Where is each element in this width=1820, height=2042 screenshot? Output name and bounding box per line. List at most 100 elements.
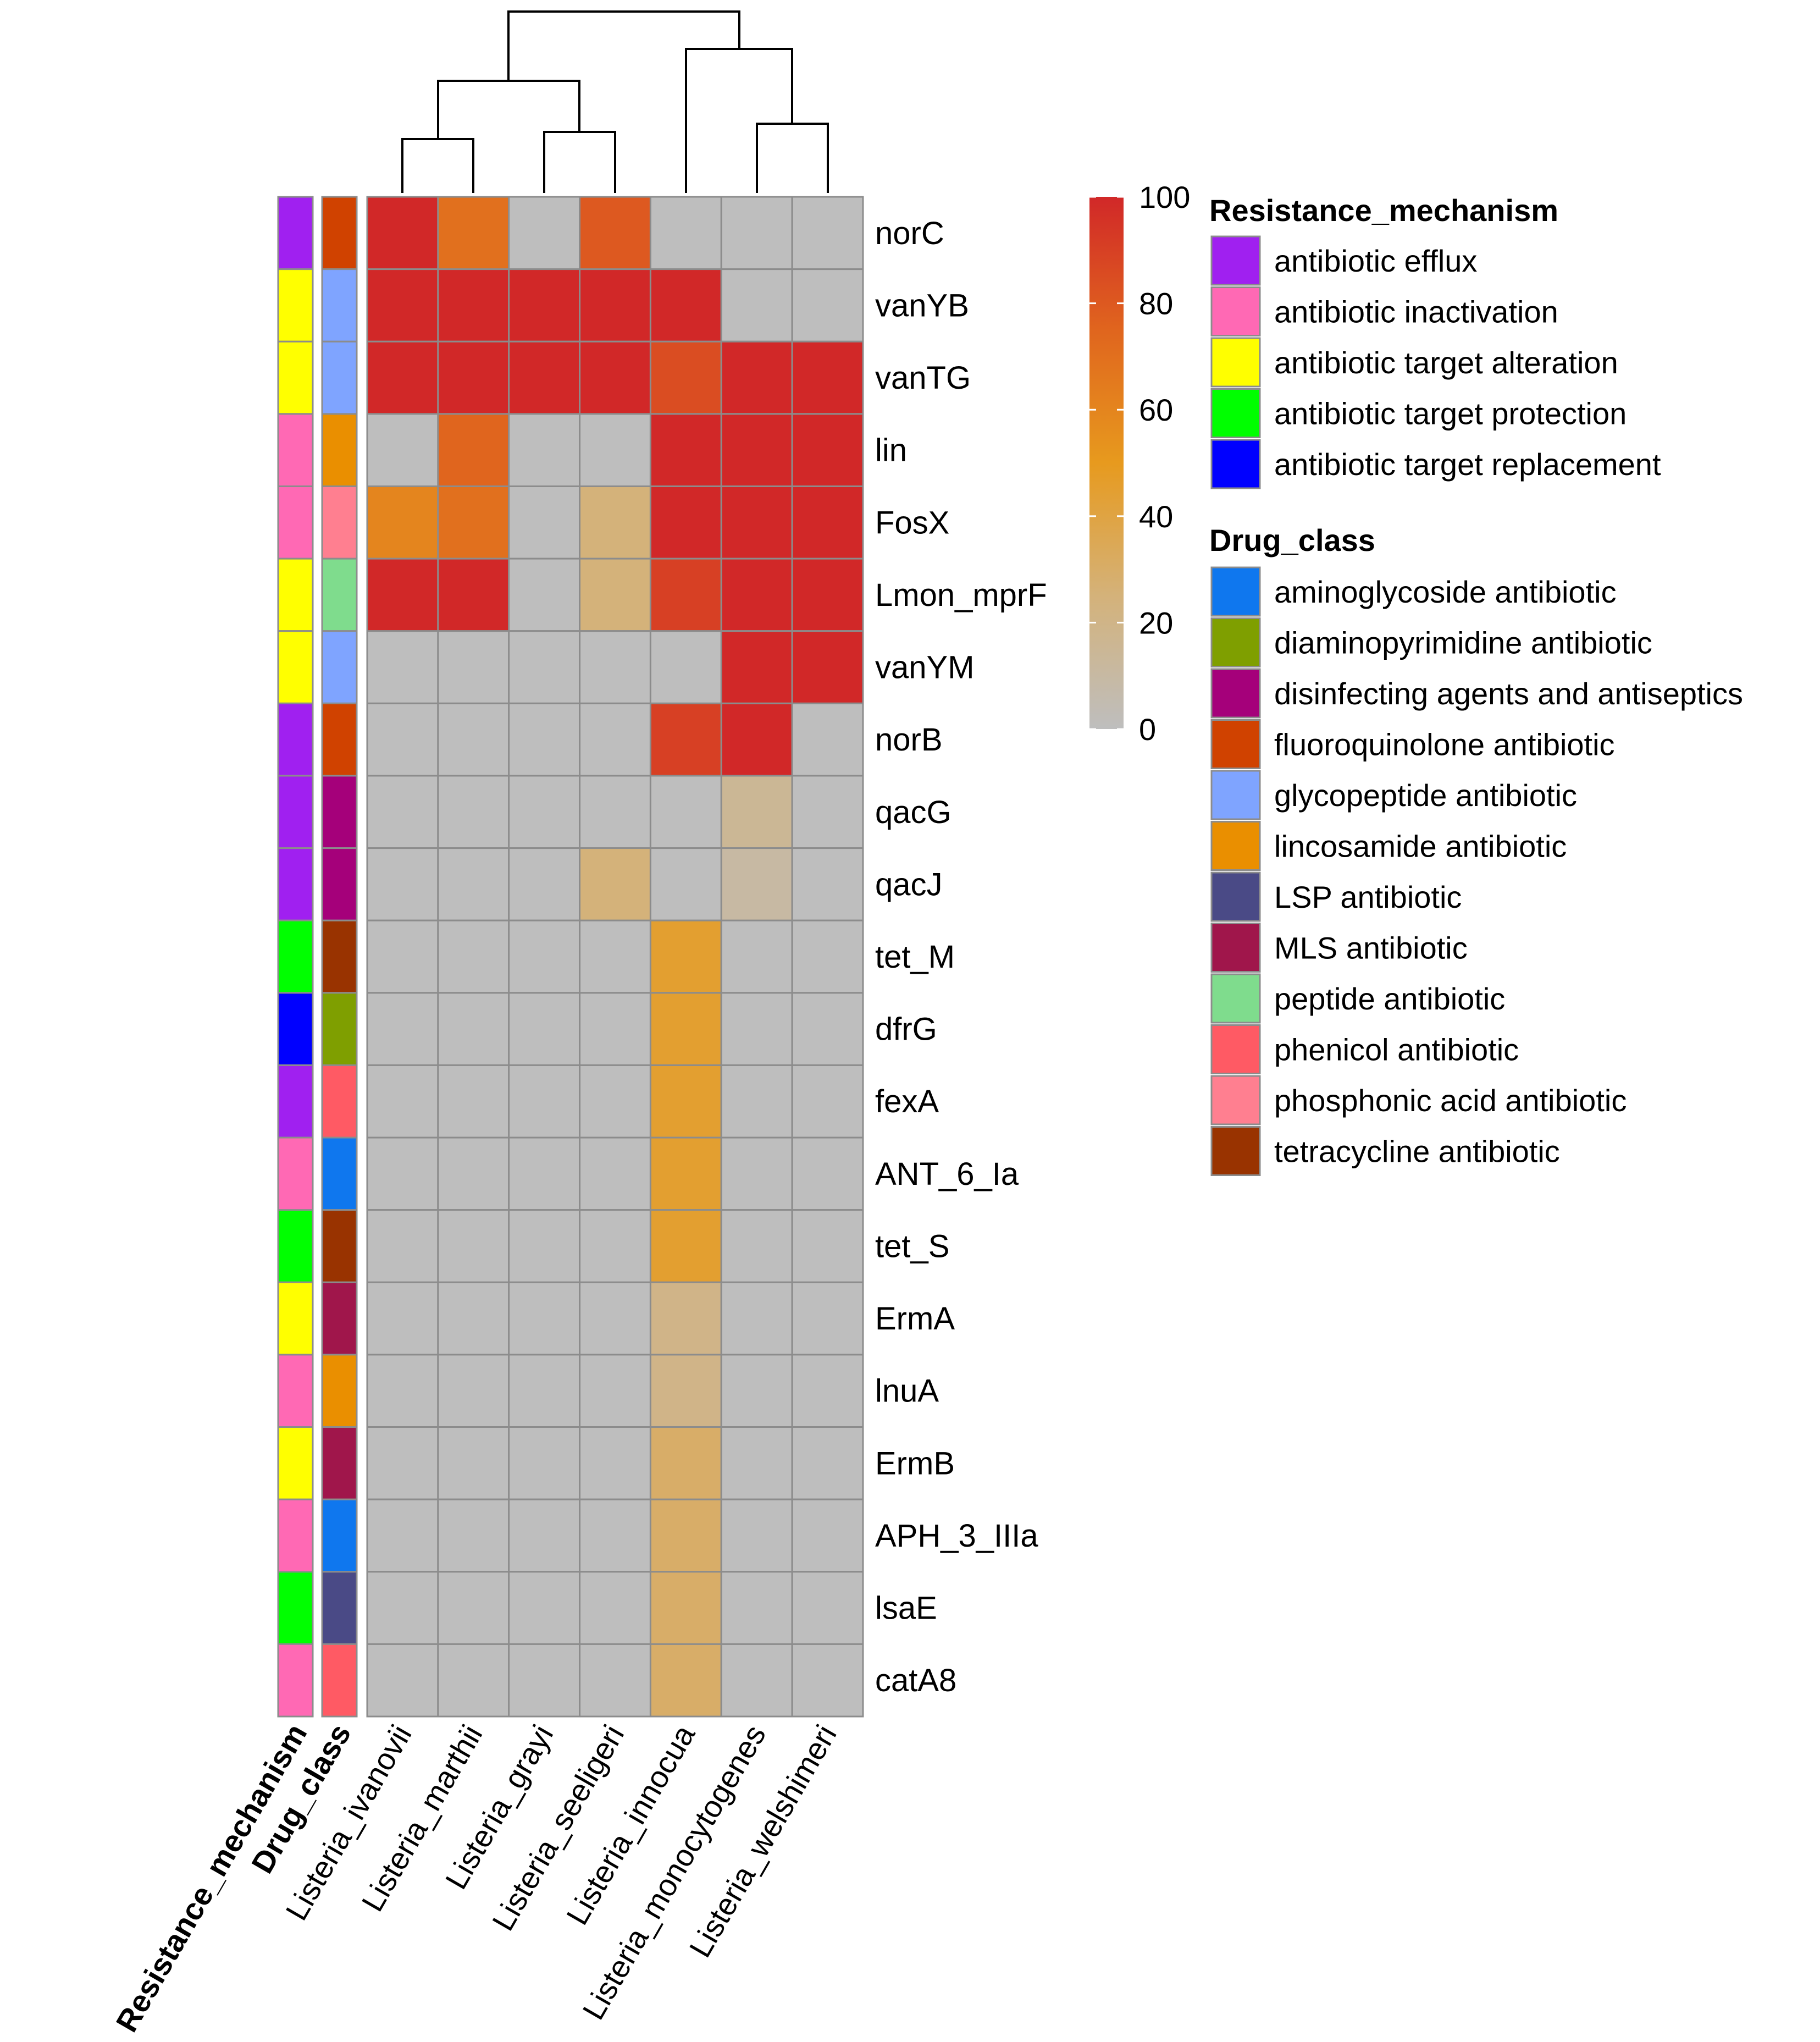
heat-cell bbox=[791, 1571, 864, 1645]
heat-cell bbox=[437, 1354, 510, 1428]
heat-cell bbox=[366, 485, 439, 560]
resistance-cell bbox=[277, 1136, 314, 1211]
drug-cell bbox=[321, 847, 358, 921]
resistance-cell bbox=[277, 847, 314, 921]
heat-cell bbox=[508, 1426, 581, 1500]
drug-cell bbox=[321, 630, 358, 704]
heat-cell bbox=[720, 1281, 793, 1356]
heat-cell bbox=[649, 702, 722, 777]
legend-resistance-item-swatch bbox=[1210, 439, 1261, 489]
resistance-frame bbox=[277, 196, 314, 1718]
heat-cell bbox=[366, 413, 439, 487]
legend-drug-item-swatch bbox=[1210, 719, 1261, 769]
heat-cell bbox=[366, 1209, 439, 1283]
drug-cell bbox=[321, 919, 358, 994]
heat-cell bbox=[649, 630, 722, 704]
color-bar: 100 80 60 40 20 0 bbox=[1089, 180, 1190, 747]
heat-cell bbox=[720, 413, 793, 487]
heat-cell bbox=[649, 1426, 722, 1500]
color-bar-tick-label: 60 bbox=[1139, 393, 1173, 427]
heat-cell bbox=[649, 1136, 722, 1211]
heat-cell bbox=[579, 1281, 651, 1356]
legend-drug-item-label: glycopeptide antibiotic bbox=[1274, 778, 1577, 813]
resistance-cell bbox=[277, 1498, 314, 1573]
heat-cell bbox=[791, 413, 864, 487]
heat-cell bbox=[366, 1136, 439, 1211]
resistance-cell bbox=[277, 1209, 314, 1283]
heat-cell bbox=[579, 1354, 651, 1428]
heat-cell bbox=[649, 340, 722, 415]
color-bar-tick-label: 20 bbox=[1139, 605, 1173, 640]
row-label: vanYB bbox=[875, 288, 969, 323]
resistance-cell bbox=[277, 558, 314, 632]
heat-cell bbox=[720, 702, 793, 777]
row-annotations bbox=[277, 196, 358, 1718]
color-bar-tick-label: 40 bbox=[1139, 499, 1173, 534]
heat-cell bbox=[791, 1354, 864, 1428]
color-bar-tick-label: 80 bbox=[1139, 286, 1173, 321]
heat-cell bbox=[437, 1571, 510, 1645]
heat-cell bbox=[437, 847, 510, 921]
heat-cell bbox=[579, 992, 651, 1066]
legend-drug-item-swatch bbox=[1210, 668, 1261, 719]
heat-cell bbox=[720, 1136, 793, 1211]
legend-drug-item-swatch bbox=[1210, 1075, 1261, 1125]
row-label: qacJ bbox=[875, 867, 943, 902]
legend-drug-item-label: diaminopyrimidine antibiotic bbox=[1274, 626, 1652, 660]
drug-cell bbox=[321, 1281, 358, 1356]
heat-cell bbox=[579, 268, 651, 343]
legend-drug-item-label: aminoglycoside antibiotic bbox=[1274, 575, 1617, 609]
legend-drug-item-label: peptide antibiotic bbox=[1274, 981, 1505, 1016]
resistance-cell bbox=[277, 775, 314, 849]
heat-cell bbox=[720, 847, 793, 921]
heat-cell bbox=[649, 1643, 722, 1718]
heat-cell bbox=[649, 1498, 722, 1573]
heat-cell bbox=[366, 558, 439, 632]
drug-frame bbox=[321, 196, 358, 1718]
legend-drug-item-label: tetracycline antibiotic bbox=[1274, 1134, 1560, 1169]
heat-cell bbox=[791, 919, 864, 994]
heat-cell bbox=[579, 919, 651, 994]
row-label: Lmon_mprF bbox=[875, 577, 1047, 613]
heat-cell bbox=[579, 702, 651, 777]
heat-cell bbox=[791, 196, 864, 271]
drug-cell bbox=[321, 1354, 358, 1428]
heat-cell bbox=[720, 1064, 793, 1139]
heat-cell bbox=[366, 630, 439, 704]
heat-cell bbox=[437, 775, 510, 849]
row-label: lnuA bbox=[875, 1373, 939, 1409]
legend-drug-item-swatch bbox=[1210, 1126, 1261, 1176]
row-label: ANT_6_Ia bbox=[875, 1156, 1019, 1192]
heat-cell bbox=[720, 268, 793, 343]
heat-cell bbox=[579, 1064, 651, 1139]
heat-cell bbox=[720, 485, 793, 560]
legend-drug-item-swatch bbox=[1210, 871, 1261, 922]
drug-cell bbox=[321, 1136, 358, 1211]
color-bar-ticks: 100 80 60 40 20 0 bbox=[1089, 180, 1190, 747]
row-label: dfrG bbox=[875, 1012, 937, 1047]
legend-drug-item-label: phosphonic acid antibiotic bbox=[1274, 1083, 1627, 1118]
drug-cell bbox=[321, 702, 358, 777]
legend-drug-item-swatch bbox=[1210, 1024, 1261, 1074]
heat-cell bbox=[579, 1498, 651, 1573]
dendrogram-branch bbox=[543, 131, 616, 193]
heat-cell bbox=[366, 1354, 439, 1428]
heat-cell bbox=[579, 1426, 651, 1500]
row-label: qacG bbox=[875, 794, 952, 830]
heat-cell bbox=[508, 196, 581, 271]
heat-cell bbox=[437, 413, 510, 487]
heat-cell bbox=[437, 1136, 510, 1211]
heat-cell bbox=[508, 413, 581, 487]
heat-cell bbox=[508, 1643, 581, 1718]
heat-cell bbox=[437, 919, 510, 994]
legend-drug: Drug_class aminoglycoside antibiotic diam… bbox=[1209, 523, 1743, 1176]
resistance-cell bbox=[277, 702, 314, 777]
row-label: lsaE bbox=[875, 1591, 937, 1626]
heat-cell bbox=[366, 775, 439, 849]
resistance-cell bbox=[277, 413, 314, 487]
heat-cell bbox=[649, 558, 722, 632]
heat-cell bbox=[366, 1426, 439, 1500]
drug-cell bbox=[321, 1064, 358, 1139]
legend-drug-item-swatch bbox=[1210, 923, 1261, 973]
heatmap-cells bbox=[366, 196, 864, 1718]
